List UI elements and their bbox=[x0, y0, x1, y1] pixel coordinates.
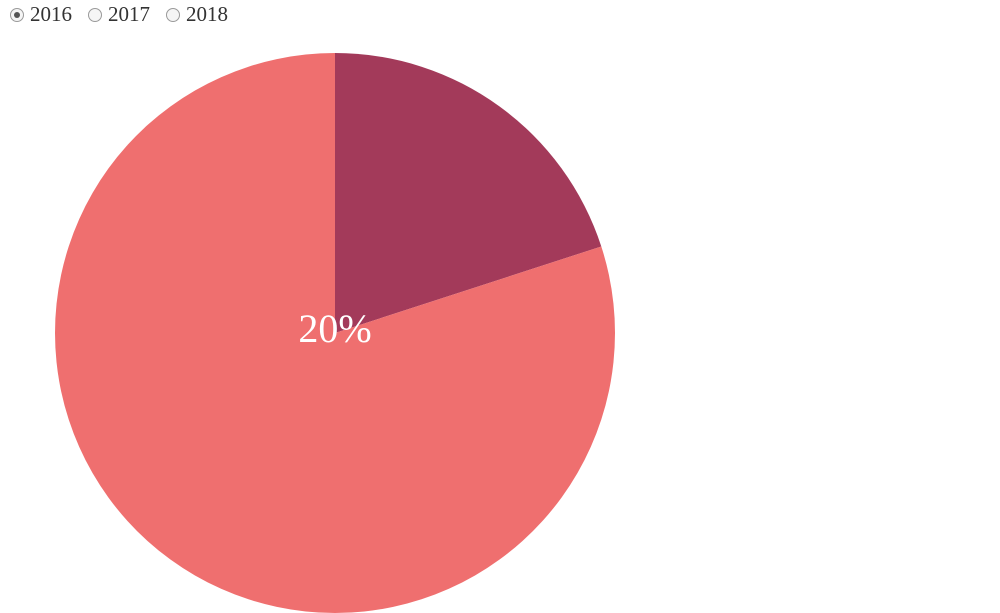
year-radio-label: 2017 bbox=[108, 4, 150, 25]
radio-circle-icon bbox=[166, 8, 180, 22]
radio-circle-icon bbox=[10, 8, 24, 22]
year-radio-2018[interactable]: 2018 bbox=[166, 4, 228, 25]
year-radio-group: 2016 2017 2018 bbox=[0, 0, 1000, 25]
year-radio-label: 2018 bbox=[186, 4, 228, 25]
radio-dot-icon bbox=[14, 12, 20, 18]
year-radio-2016[interactable]: 2016 bbox=[10, 4, 72, 25]
year-radio-2017[interactable]: 2017 bbox=[88, 4, 150, 25]
radio-circle-icon bbox=[88, 8, 102, 22]
pie-center-label: 20% bbox=[298, 306, 371, 351]
pie-chart-svg: 20% bbox=[0, 33, 660, 613]
year-radio-label: 2016 bbox=[30, 4, 72, 25]
pie-chart: 20% bbox=[0, 33, 660, 603]
